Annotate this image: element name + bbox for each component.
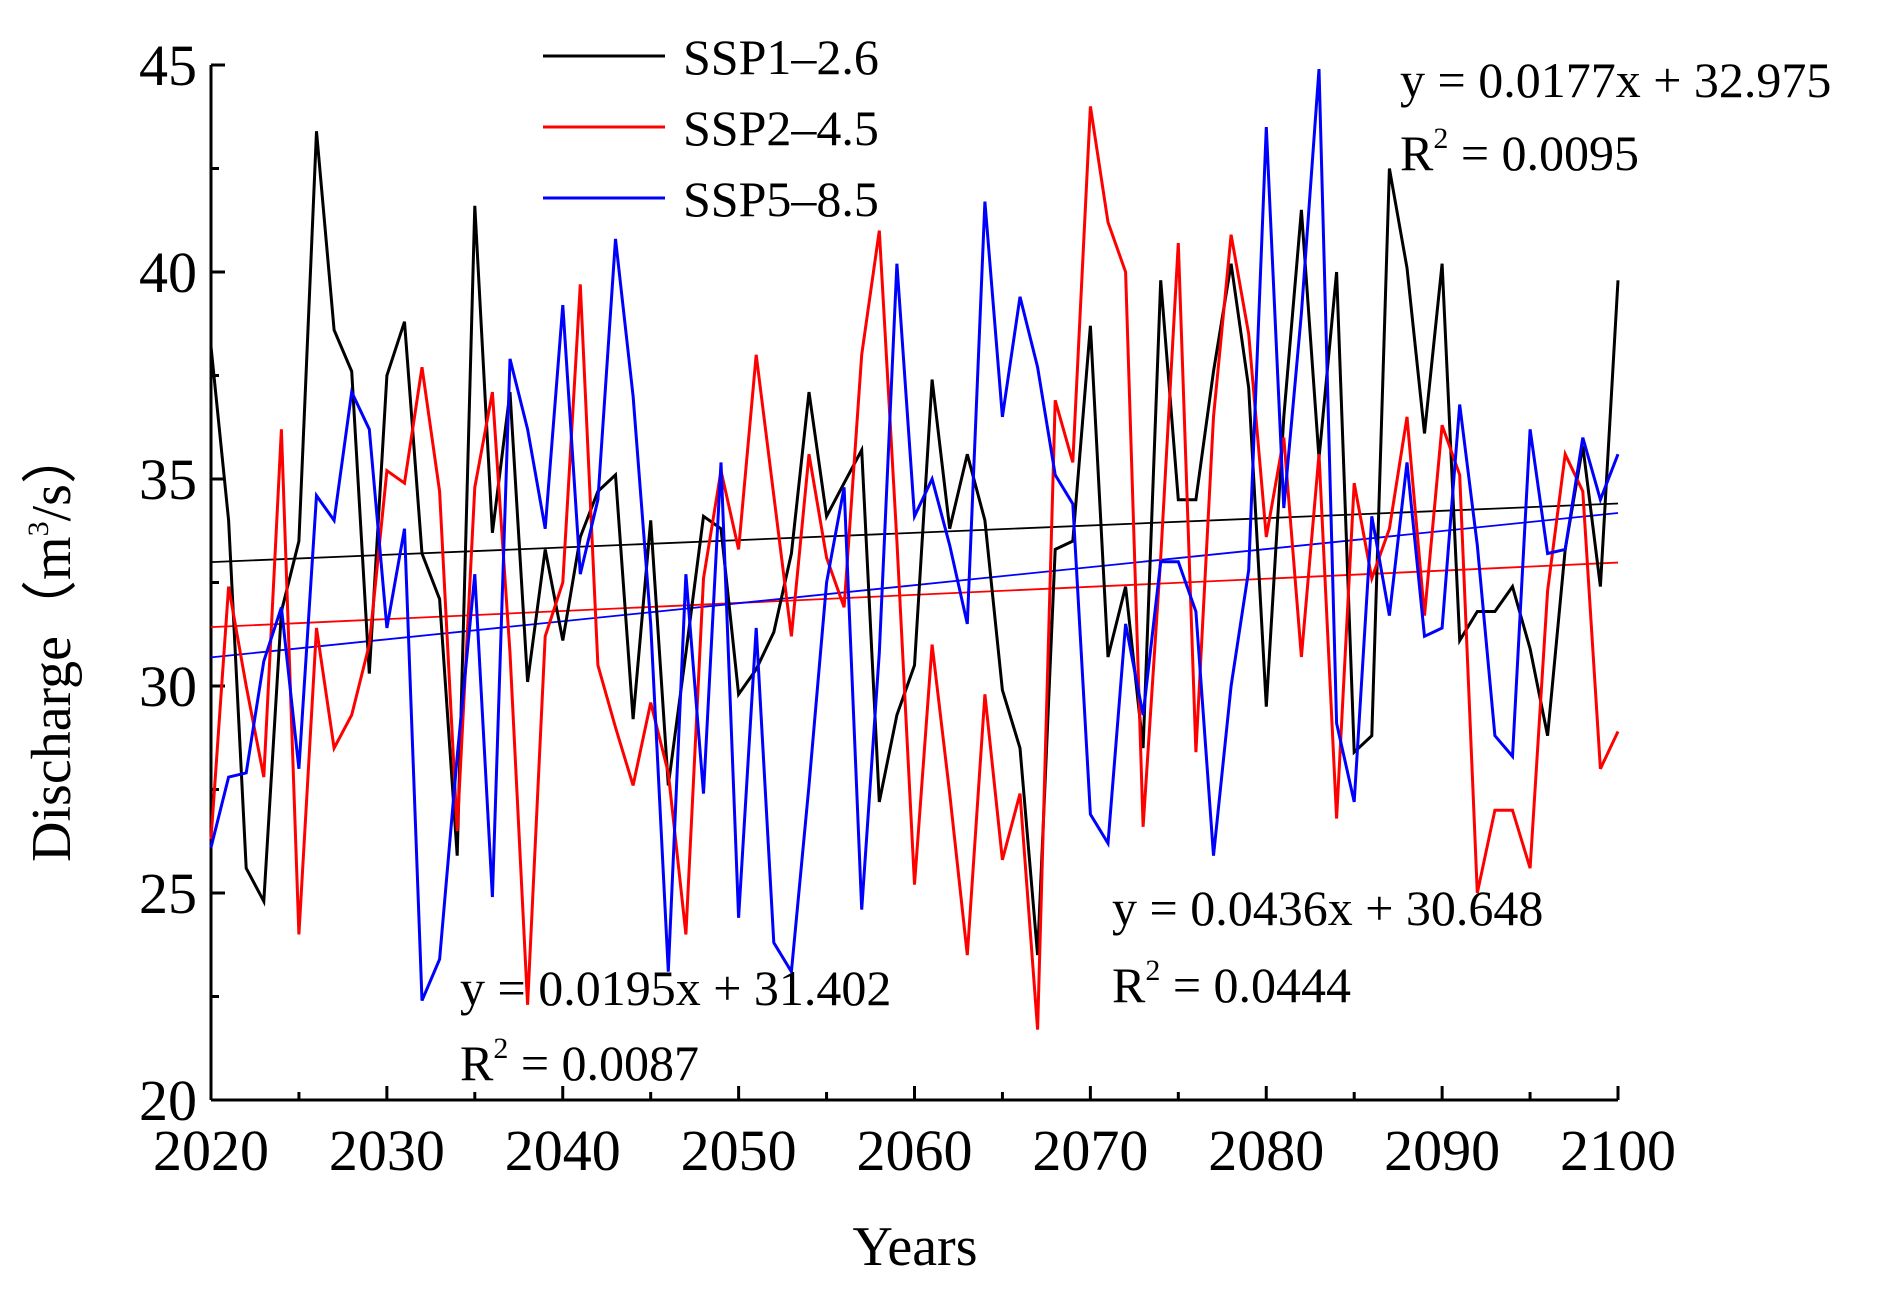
x-tick-label: 2100 bbox=[1560, 1118, 1676, 1183]
x-tick-label: 2060 bbox=[857, 1118, 973, 1183]
series-line-ssp1 bbox=[209, 131, 1620, 956]
y-tick-label: 20 bbox=[139, 1068, 197, 1133]
x-tick-label: 2090 bbox=[1384, 1118, 1500, 1183]
trend-r2-ssp1: R2 = 0.0095 bbox=[1400, 122, 1639, 181]
legend-label-ssp1: SSP1–2.6 bbox=[683, 29, 879, 85]
x-tick-label: 2020 bbox=[153, 1118, 269, 1183]
y-tick-label: 45 bbox=[139, 33, 197, 98]
y-tick-label: 35 bbox=[139, 447, 197, 512]
y-ticks: 20 25 30 35 40 45 bbox=[139, 33, 225, 1133]
x-tick-label: 2030 bbox=[329, 1118, 445, 1183]
y-axis-unit-rest: /s） bbox=[21, 428, 83, 521]
legend-label-ssp5: SSP5–8.5 bbox=[683, 171, 879, 227]
trend-r2-ssp2-label: R bbox=[460, 1035, 494, 1091]
x-tick-label: 2080 bbox=[1208, 1118, 1324, 1183]
y-tick-label: 25 bbox=[139, 861, 197, 926]
trend-equation-ssp1: y = 0.0177x + 32.975 bbox=[1400, 52, 1831, 108]
series-line-ssp2 bbox=[209, 106, 1620, 1030]
trend-equation-ssp2: y = 0.0195x + 31.402 bbox=[460, 960, 891, 1016]
x-tick-label: 2050 bbox=[681, 1118, 797, 1183]
data-series bbox=[209, 68, 1620, 1030]
y-axis-title: Discharge（m3/s） bbox=[21, 428, 83, 862]
axes bbox=[209, 65, 1618, 1102]
y-axis-unit-exp: 3 bbox=[22, 521, 55, 536]
trend-equation-ssp5: y = 0.0436x + 30.648 bbox=[1112, 880, 1543, 936]
trend-r2-ssp5-exp: 2 bbox=[1145, 954, 1160, 987]
trendline-ssp1 bbox=[210, 502, 1619, 564]
x-tick-label: 2070 bbox=[1032, 1118, 1148, 1183]
trendlines bbox=[210, 502, 1619, 659]
y-axis-unit-open: （m bbox=[21, 536, 83, 636]
trend-r2-ssp1-value: = 0.0095 bbox=[1448, 125, 1639, 181]
trend-r2-ssp5-label: R bbox=[1112, 957, 1146, 1013]
y-tick-label: 30 bbox=[139, 654, 197, 719]
trend-r2-ssp2: R2 = 0.0087 bbox=[460, 1032, 699, 1091]
trend-r2-ssp5-value: = 0.0444 bbox=[1160, 957, 1351, 1013]
series-line-ssp5 bbox=[209, 68, 1620, 1002]
x-tick-label: 2040 bbox=[505, 1118, 621, 1183]
trend-r2-ssp1-exp: 2 bbox=[1433, 122, 1448, 155]
trend-r2-ssp2-value: = 0.0087 bbox=[508, 1035, 699, 1091]
legend-label-ssp2: SSP2–4.5 bbox=[683, 100, 879, 156]
trend-r2-ssp5: R2 = 0.0444 bbox=[1112, 954, 1351, 1013]
x-axis-title: Years bbox=[853, 1216, 978, 1278]
y-tick-label: 40 bbox=[139, 240, 197, 305]
x-ticks: 2020 2030 2040 2050 2060 2070 2080 2090 2100 bbox=[153, 1086, 1676, 1183]
y-axis-title-main: Discharge bbox=[21, 636, 83, 862]
trend-r2-ssp1-label: R bbox=[1400, 125, 1434, 181]
trendline-ssp2 bbox=[210, 561, 1619, 629]
legend: SSP1–2.6 SSP2–4.5 SSP5–8.5 bbox=[543, 29, 879, 227]
trend-r2-ssp2-exp: 2 bbox=[493, 1032, 508, 1065]
